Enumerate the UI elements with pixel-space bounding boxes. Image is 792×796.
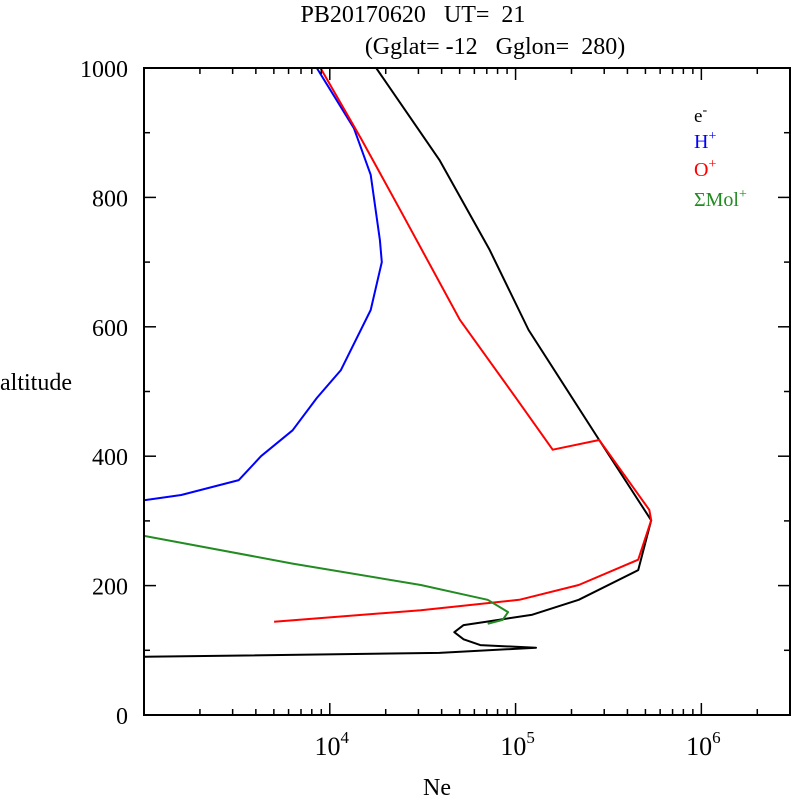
series-line-e [144,68,653,658]
legend-item: ΣMol+ [694,187,747,211]
legend-label-sup: - [702,103,707,118]
x-tick-label-base: 10 [315,732,341,761]
legend-label-sup: + [708,157,716,172]
x-tick-label-base: 10 [686,732,712,761]
y-tick-label: 600 [92,316,128,342]
series-line-mol [144,534,510,625]
legend-item: e- [694,103,707,127]
legend-label-sup: + [739,187,747,202]
legend-item: H+ [694,129,716,153]
series-line-o [274,68,653,623]
x-tick-label: 106 [686,728,721,761]
series-line-h [144,68,383,502]
x-tick-label-base: 10 [500,732,526,761]
legend-label: O [694,159,708,181]
legend-item: O+ [694,157,716,181]
legend-label: ΣMol [694,189,739,211]
legend-label-sup: + [708,129,716,144]
x-tick-label-exp: 6 [712,728,721,747]
y-tick-label: 200 [92,575,128,601]
x-axis-label: Ne [423,775,451,796]
x-tick-label: 104 [315,728,350,761]
y-axis-label: altitude [0,370,72,396]
y-tick-label: 400 [92,445,128,471]
chart-title-line1: PB20170620 UT= 21 [301,2,526,28]
x-tick-label-exp: 4 [341,728,350,747]
x-tick-label: 105 [500,728,535,761]
x-axis: 104 105 106 [143,68,791,761]
y-tick-label: 0 [116,704,128,730]
series-group [144,68,653,658]
y-tick-label: 1000 [80,57,128,83]
legend: e-H+O+ΣMol+ [694,103,747,211]
x-tick-label-exp: 5 [526,728,535,747]
legend-label: H [694,131,708,153]
chart-title-line2: (Gglat= -12 Gglon= 280) [365,34,625,60]
y-tick-label: 800 [92,186,128,212]
y-axis: 0 200 400 600 800 1000 [80,57,790,730]
legend-label: e [694,106,702,127]
